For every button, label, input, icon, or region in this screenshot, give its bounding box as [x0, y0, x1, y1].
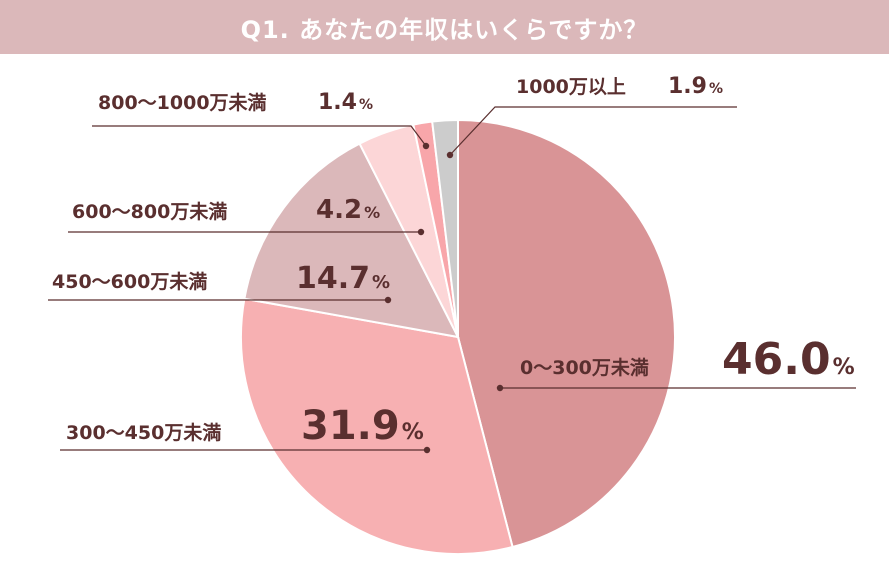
value-unit-4: %	[364, 203, 380, 222]
value-unit-1: %	[833, 355, 855, 380]
leader-dot-4	[417, 228, 425, 236]
category-label-5: 800〜1000万未満	[98, 91, 267, 114]
page-title: Q1. あなたの年収はいくらですか？	[240, 15, 649, 44]
value-number-5: 1.4	[318, 90, 357, 115]
category-label-2: 300〜450万未満	[66, 421, 221, 444]
value-unit-5: %	[359, 97, 373, 113]
category-label-6: 1000万以上	[516, 76, 626, 98]
pie-slice-1	[457, 118, 676, 549]
value-number-2: 31.9	[301, 403, 400, 449]
pie-slice-6	[431, 118, 459, 338]
leader-dot-1	[496, 384, 504, 392]
value-number-3: 14.7	[296, 261, 370, 296]
value-label-3: 14.7%	[296, 261, 390, 296]
value-unit-2: %	[402, 420, 424, 445]
pie-slices	[240, 118, 676, 555]
value-label-1: 46.0%	[722, 334, 855, 385]
value-label-6: 1.9%	[668, 74, 723, 99]
category-label-1: 0〜300万未満	[520, 356, 649, 379]
value-label-2: 31.9%	[301, 403, 424, 449]
leader-dot-3	[384, 296, 392, 304]
leader-dot-6	[446, 151, 454, 159]
pie-slice-2	[240, 297, 514, 555]
title-bar: Q1. あなたの年収はいくらですか？	[0, 0, 889, 54]
pie-slice-3	[243, 142, 460, 339]
value-number-1: 46.0	[722, 334, 831, 385]
value-unit-3: %	[372, 272, 390, 293]
leader-line-5	[92, 125, 427, 147]
pie-labels: 0〜300万未満 46.0% 300〜450万未満 31.9% 450〜600万未満 14…	[48, 74, 856, 454]
value-label-4: 4.2%	[316, 195, 380, 225]
category-label-4: 600〜800万未満	[72, 200, 227, 223]
leader-line-6	[449, 106, 737, 156]
value-number-6: 1.9	[668, 74, 707, 99]
leader-dot-2	[423, 446, 431, 454]
value-label-5: 1.4%	[318, 90, 373, 115]
leader-dot-5	[422, 142, 430, 150]
category-label-3: 450〜600万未満	[52, 270, 207, 293]
value-number-4: 4.2	[316, 195, 362, 225]
value-unit-6: %	[709, 81, 723, 97]
